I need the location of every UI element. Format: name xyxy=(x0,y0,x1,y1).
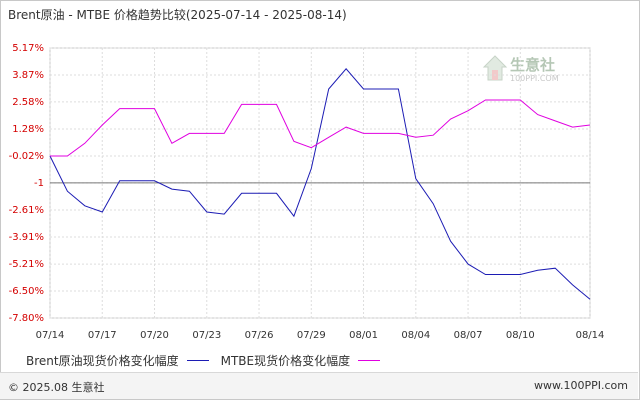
footer: © 2025.08 生意社 www.100PPI.com xyxy=(0,372,638,399)
legend-label-mtbe: MTBE现货价格变化幅度 xyxy=(220,354,351,368)
y-tick-label: 5.17% xyxy=(12,43,44,54)
x-tick-label: 07/29 xyxy=(297,330,326,341)
x-tick-label: 08/04 xyxy=(401,330,430,341)
legend-label-brent: Brent原油现货价格变化幅度 xyxy=(26,354,179,368)
y-tick-label: -7.80% xyxy=(9,313,44,324)
x-tick-label: 07/20 xyxy=(140,330,169,341)
legend-swatch-mtbe xyxy=(358,360,381,361)
y-tick-label: -0.02% xyxy=(9,151,44,162)
y-tick-label: -3.91% xyxy=(9,232,44,243)
y-tick-label: -1 xyxy=(34,178,44,189)
grid xyxy=(49,47,591,319)
watermark-text: 生意社 xyxy=(510,56,556,74)
watermark-subtext: 100PPI.COM xyxy=(510,74,559,83)
legend: Brent原油现货价格变化幅度 MTBE现货价格变化幅度 xyxy=(26,352,392,369)
y-tick-label: -5.21% xyxy=(9,259,44,270)
y-tick-label: -2.61% xyxy=(9,205,44,216)
footer-url[interactable]: www.100PPI.com xyxy=(534,379,628,392)
x-tick-label: 07/17 xyxy=(88,330,117,341)
y-tick-label: 1.28% xyxy=(12,124,44,135)
chart-title: Brent原油 - MTBE 价格趋势比较(2025-07-14 - 2025-… xyxy=(8,8,347,22)
x-tick-label: 08/01 xyxy=(349,330,378,341)
legend-swatch-brent xyxy=(186,360,209,361)
y-axis-ticks: 5.17% 3.87% 2.58% 1.28% -0.02% -1 -2.61% -3.91%… xyxy=(9,43,44,324)
series-line-mtbe xyxy=(50,99,591,157)
y-tick-label: 3.87% xyxy=(12,70,44,81)
x-tick-label: 08/10 xyxy=(506,330,535,341)
y-tick-label: 2.58% xyxy=(12,97,44,108)
y-tick-label: -6.50% xyxy=(9,286,44,297)
x-tick-label: 08/07 xyxy=(454,330,483,341)
x-tick-label: 07/23 xyxy=(192,330,221,341)
x-tick-label: 07/26 xyxy=(245,330,274,341)
series-lines xyxy=(49,68,591,300)
x-tick-label: 07/14 xyxy=(36,330,65,341)
x-axis-ticks: 07/14 07/17 07/20 07/23 07/26 07/29 08/01 08/04… xyxy=(36,330,605,341)
watermark-logo: 生意社 100PPI.COM xyxy=(482,54,578,90)
x-tick-label: 08/14 xyxy=(576,330,605,341)
series-line-brent xyxy=(49,68,591,300)
footer-copyright: © 2025.08 生意社 xyxy=(8,381,105,394)
